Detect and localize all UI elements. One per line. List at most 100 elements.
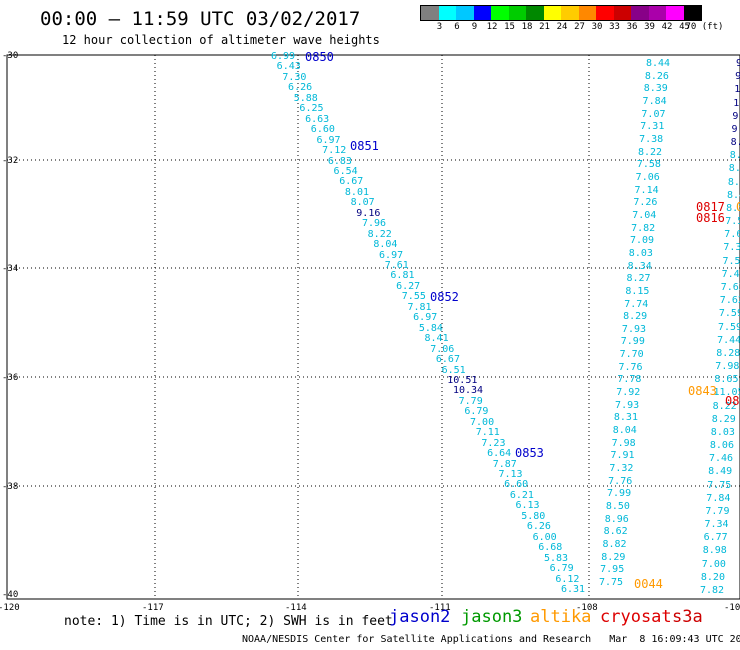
wave-height-label: 6.21 <box>509 489 534 501</box>
wave-height-label: 8.31 <box>613 412 638 424</box>
wave-height-label: 8.29 <box>711 413 736 425</box>
color-swatch <box>491 6 509 20</box>
wave-height-label: 9.16 <box>356 207 381 219</box>
wave-height-label: 5.80 <box>521 510 546 522</box>
wave-height-label: 8.03 <box>628 247 653 259</box>
wave-height-label: 8.27 <box>626 273 651 285</box>
wave-height-label: 9.10 <box>735 71 740 83</box>
wave-height-label: 8.22 <box>367 228 392 240</box>
wave-height-label: 8.06 <box>709 440 734 452</box>
wave-height-label: 7.76 <box>608 475 633 487</box>
wave-height-label: 6.60 <box>504 479 529 491</box>
wave-height-label: 8.26 <box>729 150 740 162</box>
color-scale-label: 30 <box>591 22 603 32</box>
color-scale-label: 21 <box>539 22 550 32</box>
pass-time-label: 0853 <box>515 446 544 460</box>
wave-height-label: 6.97 <box>379 249 404 261</box>
wave-height-label: 7.59 <box>718 308 740 320</box>
color-scale-label: 15 <box>504 22 515 32</box>
wave-height-label: 6.31 <box>561 584 586 595</box>
wave-height-label: 6.25 <box>299 103 324 115</box>
grid-lines <box>7 55 740 599</box>
wave-height-label: 5.83 <box>543 552 569 564</box>
wave-height-label: 8.46 <box>727 189 740 201</box>
wave-height-label: 7.30 <box>282 71 307 83</box>
wave-height-label: 7.91 <box>610 450 635 462</box>
wave-height-label: 7.48 <box>721 268 740 280</box>
wave-height-label: 8.01 <box>344 186 369 198</box>
wave-height-label: 6.54 <box>333 165 358 177</box>
note-text: note: 1) Time is in UTC; 2) SWH is in fe… <box>64 614 393 629</box>
color-scale-label: 70 (ft) <box>685 22 724 32</box>
wave-height-label: 8.98 <box>702 545 727 557</box>
legend-cryosat: cryosat <box>600 607 672 627</box>
wave-height-label: 8.15 <box>625 285 650 297</box>
wave-height-label: 8.29 <box>601 551 626 563</box>
wave-height-label: 7.76 <box>618 361 643 373</box>
color-swatch <box>561 6 579 20</box>
color-swatch <box>613 6 631 20</box>
wave-height-label: 8.44 <box>646 58 671 69</box>
color-swatch <box>526 6 544 20</box>
wave-height-label: 7.82 <box>631 222 656 234</box>
wave-height-label: 8.07 <box>350 197 375 209</box>
wave-height-label: 7.87 <box>492 458 517 470</box>
pass-time-label: 0 <box>736 200 740 214</box>
wave-height-label: 7.84 <box>706 492 731 504</box>
wave-height-label: 8.24 <box>726 202 740 214</box>
wave-height-label: 7.62 <box>719 295 740 307</box>
color-scale-label: 18 <box>521 22 533 32</box>
wave-height-label: 8.04 <box>373 239 398 251</box>
wave-height-label: 8.91 <box>730 137 740 149</box>
color-swatch <box>683 6 701 20</box>
wave-height-label: 6.12 <box>555 573 580 585</box>
wave-height-label: 7.46 <box>709 453 734 465</box>
wave-height-label: 7.07 <box>641 108 666 120</box>
map-title: 00:00 – 11:59 UTC 03/02/2017 <box>40 8 361 30</box>
legend-altika: altika <box>530 607 592 627</box>
wave-height-label: 8.49 <box>708 466 733 478</box>
latitude-tick-label: -40 <box>2 590 19 600</box>
wave-height-label: 7.79 <box>705 505 730 517</box>
wave-height-label: 7.96 <box>361 218 387 230</box>
wave-height-label: 6.60 <box>310 124 335 136</box>
wave-height-label: 6.67 <box>435 354 460 366</box>
wave-height-label: 7.04 <box>632 209 657 221</box>
wave-height-label: 8.03 <box>710 426 735 438</box>
wave-height-label: 7.13 <box>498 469 523 481</box>
wave-height-label: 8.41 <box>424 333 449 345</box>
wave-height-label: 7.55 <box>401 291 426 303</box>
wave-height-label: 8.26 <box>644 70 669 82</box>
wave-height-label: 8.22 <box>637 146 663 158</box>
wave-height-label: 8.62 <box>603 526 628 538</box>
wave-height-label: 7.63 <box>720 281 740 293</box>
wave-height-label: 7.79 <box>458 395 483 407</box>
wave-height-label: 6.13 <box>515 500 540 512</box>
wave-height-label: 7.12 <box>322 145 347 157</box>
wave-height-label: 8.89 <box>727 176 740 188</box>
wave-height-label: 7.70 <box>619 349 644 361</box>
wave-height-label: 7.38 <box>639 133 664 145</box>
wave-height-label: 11.05 <box>713 387 740 399</box>
wave-height-label: 8.34 <box>627 260 652 272</box>
color-scale-label: 36 <box>626 22 638 32</box>
wave-height-label: 7.98 <box>715 361 740 373</box>
color-scale-label: 24 <box>556 22 568 32</box>
longitude-tick-label: -111 <box>429 603 451 613</box>
color-scale-label: 3 <box>436 22 443 32</box>
wave-height-label: 7.23 <box>481 437 506 449</box>
latitude-tick-label: -34 <box>2 264 19 274</box>
latitude-tick-label: -30 <box>2 51 19 61</box>
wave-height-label: 7.35 <box>723 242 740 254</box>
wave-height-label: 7.63 <box>724 229 740 241</box>
color-scale-label: 9 <box>471 22 478 32</box>
wave-height-label: 9.44 <box>731 123 740 135</box>
wave-height-label: 7.93 <box>615 399 640 411</box>
wave-height-label: 6.26 <box>288 82 313 94</box>
wave-height-label: 5.84 <box>418 322 443 334</box>
wave-height-label: 8.82 <box>602 539 627 551</box>
wave-height-label: 7.00 <box>701 558 726 570</box>
wave-height-label: 7.74 <box>624 298 649 310</box>
wave-height-label: 7.75 <box>707 479 732 491</box>
